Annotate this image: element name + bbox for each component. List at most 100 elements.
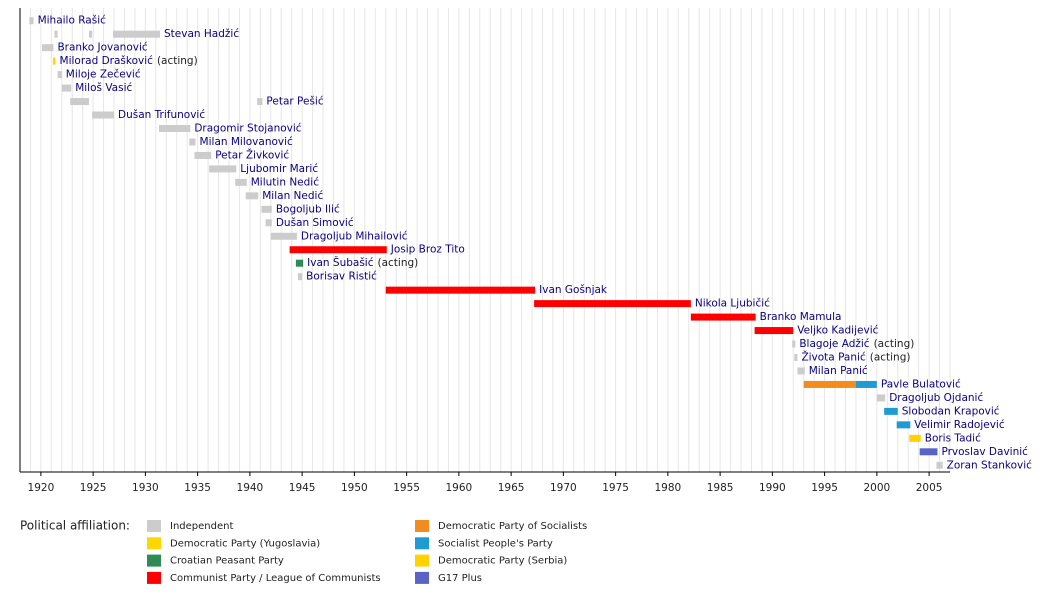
minister-name[interactable]: Dragoljub Ojdanić [889,392,983,404]
minister-name[interactable]: Pavle Bulatović [881,378,961,390]
minister-name[interactable]: Borisav Ristić [306,271,377,283]
legend-label: Independent [170,521,233,532]
term-bar [792,340,796,348]
minister-note: (acting) [157,55,198,67]
legend-label: Communist Party / League of Communists [170,573,381,584]
term-bar [41,44,54,52]
term-bar [29,17,34,25]
term-bar [909,434,921,442]
minister-note: (acting) [378,257,419,269]
x-tick-label: 1955 [393,482,420,494]
x-tick-label: 1995 [811,482,838,494]
minister-name[interactable]: Milan Panić [809,365,868,377]
minister-name[interactable]: Ljubomir Marić [240,163,318,175]
x-tick-label: 1925 [80,482,107,494]
legend-swatch [147,520,161,532]
minister-name[interactable]: Velimir Radojević [914,419,1005,431]
x-tick-label: 1935 [184,482,211,494]
minister-name[interactable]: Ivan Šubašić [307,256,374,269]
minister-name[interactable]: Ivan Gošnjak [539,284,608,296]
minister-name[interactable]: Milan Nedić [262,190,323,202]
x-tick-label: 1940 [237,482,264,494]
minister-name[interactable]: Života Panić [801,351,866,364]
minister-name[interactable]: Josip Broz Tito [390,244,465,256]
term-bar [896,421,911,429]
minister-name[interactable]: Petar Pešić [266,96,323,108]
term-bar [919,448,938,456]
minister-note: (acting) [874,338,915,350]
minister-name[interactable]: Bogoljub Ilić [276,203,340,215]
minister-name[interactable]: Dragoljub Mihailović [301,230,408,242]
legend-swatch [147,571,161,584]
minister-name[interactable]: Mihailo Rašić [38,15,107,27]
minister-name[interactable]: Dragomir Stojanović [194,123,301,135]
minister-name[interactable]: Prvoslav Davinić [941,446,1028,458]
minister-name[interactable]: Veljko Kadijević [797,325,878,337]
legend-swatch [415,571,429,584]
term-bar [794,354,798,361]
term-bar [209,165,237,173]
term-bar [385,286,536,294]
legend-swatch [147,554,161,567]
legend-swatch [415,537,429,550]
minister-name[interactable]: Stevan Hadžić [164,28,239,40]
minister-name[interactable]: Blagoje Adžić [799,338,869,350]
x-tick-label: 2005 [916,482,943,494]
minister-name[interactable]: Branko Mamula [760,311,842,323]
term-bar [884,407,898,415]
x-tick-label: 1950 [341,482,368,494]
x-tick-label: 1960 [446,482,473,494]
term-bar [245,192,259,200]
x-tick-label: 1930 [132,482,159,494]
legend-label: Democratic Party (Yugoslavia) [170,538,320,549]
term-bar [803,380,856,388]
minister-name[interactable]: Boris Tadić [925,432,981,444]
legend-label: Democratic Party of Socialists [438,521,587,532]
x-tick-label: 2000 [863,482,890,494]
term-bar [534,300,691,308]
minister-name[interactable]: Petar Živković [215,148,289,161]
term-bar [289,246,387,254]
minister-name[interactable]: Zoran Stanković [947,459,1032,471]
minister-name[interactable]: Miloš Vasić [75,82,132,94]
x-tick-label: 1945 [289,482,316,494]
term-bar [876,394,886,402]
term-bar [158,125,191,132]
legend-label: Democratic Party (Serbia) [438,556,567,567]
minister-note: (acting) [870,352,911,364]
term-bar [194,151,212,159]
term-bar [189,138,196,146]
term-bar [690,313,756,321]
term-bar [92,111,115,119]
minister-name[interactable]: Dušan Simović [276,217,354,229]
minister-name[interactable]: Milan Milovanović [200,136,293,148]
term-bar [113,30,161,38]
x-tick-label: 1970 [550,482,577,494]
term-bar [61,84,72,92]
term-bar [54,30,58,38]
term-bar [57,71,62,79]
legend-label: G17 Plus [438,573,482,584]
term-bar [797,367,805,375]
term-bar [257,98,263,106]
term-bar [265,219,272,227]
legend-title: Political affiliation: [20,519,130,533]
minister-name[interactable]: Dušan Trifunović [118,109,205,121]
x-tick-label: 1920 [28,482,55,494]
term-bar [235,178,247,186]
x-tick-label: 1990 [759,482,786,494]
term-bar [295,259,304,267]
minister-name[interactable]: Branko Jovanović [57,42,147,54]
x-tick-label: 1965 [498,482,525,494]
legend-swatch [147,537,161,550]
minister-name[interactable]: Milutin Nedić [251,176,319,188]
term-bar [270,232,297,240]
minister-name[interactable]: Milorad Drašković [60,55,154,67]
term-bar [855,380,877,388]
minister-name[interactable]: Miloje Zečević [66,69,141,81]
minister-name[interactable]: Nikola Ljubičić [695,298,770,310]
minister-name[interactable]: Slobodan Krapović [902,405,1000,417]
x-tick-label: 1980 [654,482,681,494]
term-bar [261,205,272,213]
